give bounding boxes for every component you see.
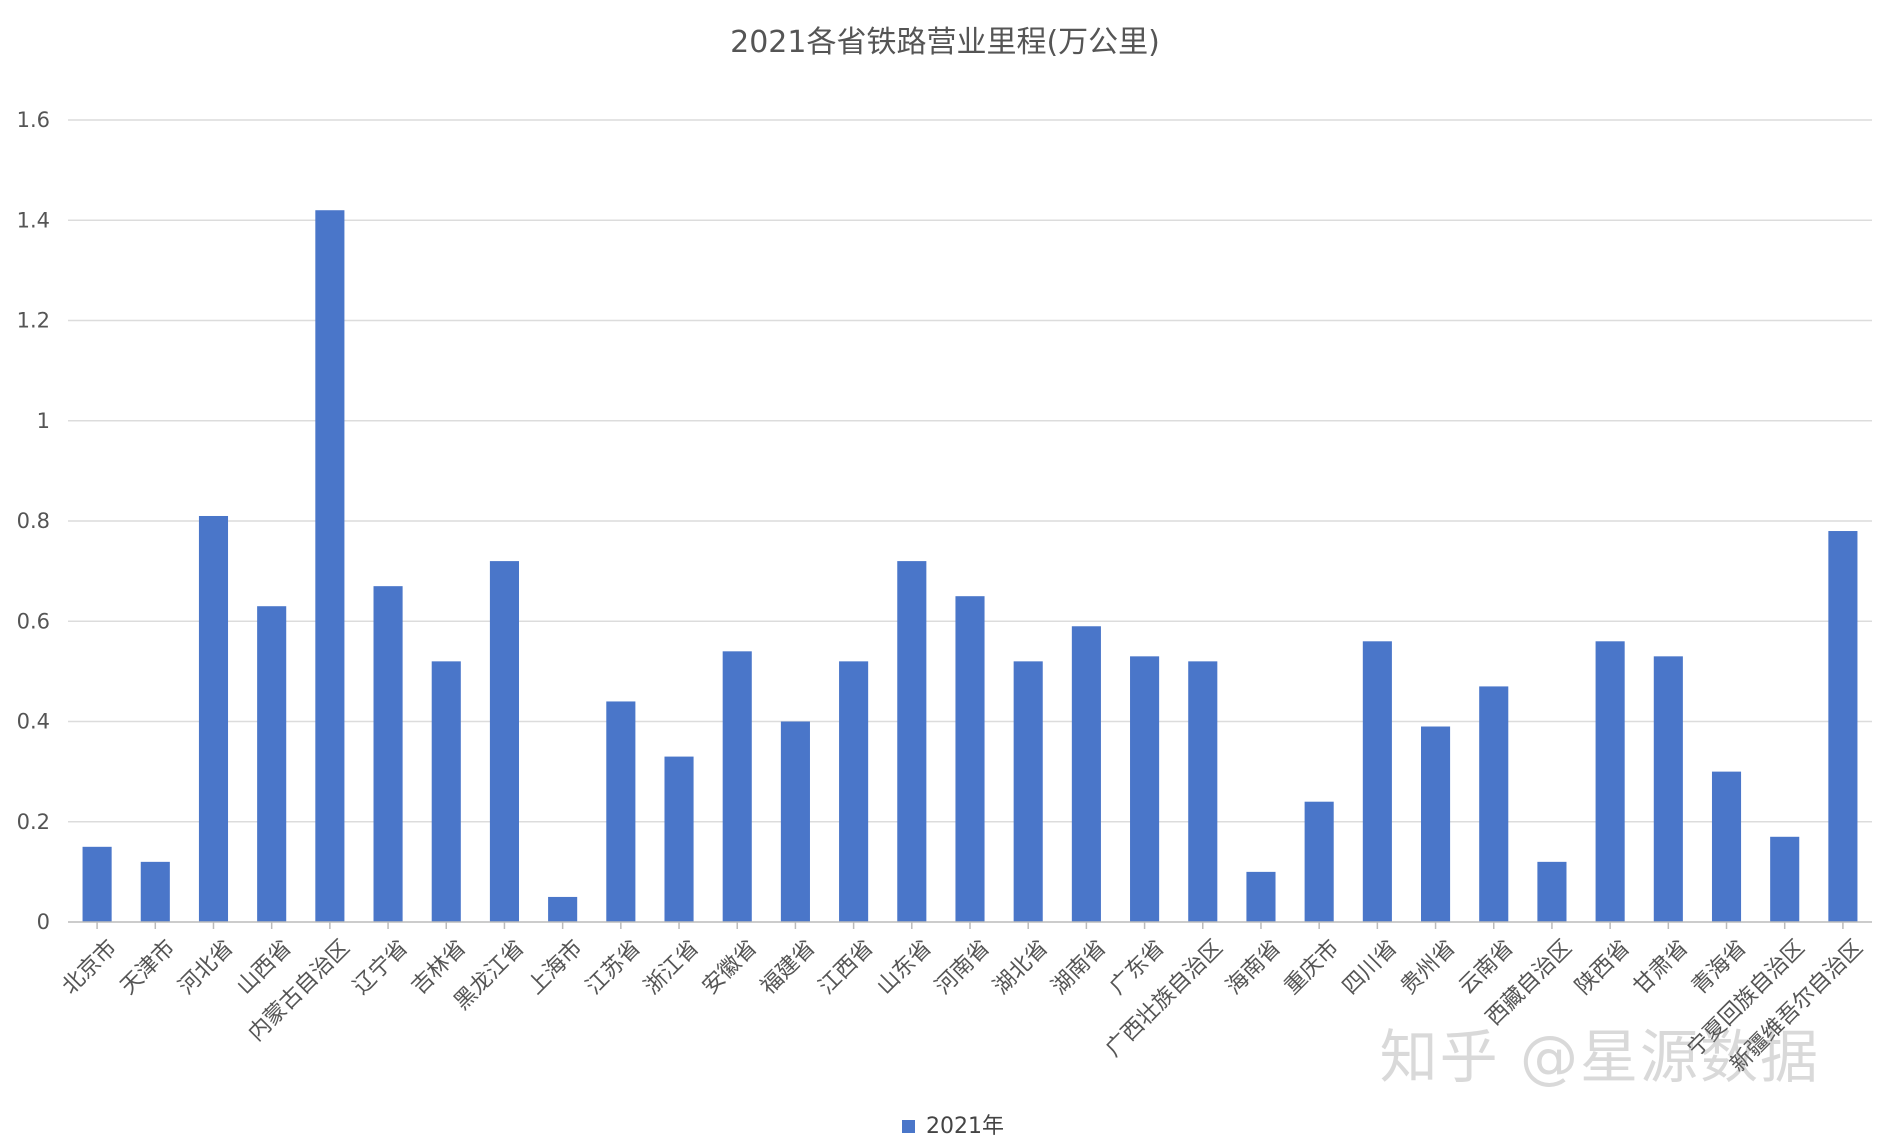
y-tick-label: 0.8: [17, 509, 50, 533]
x-tick-label: 海南省: [1222, 935, 1286, 999]
bar[interactable]: [1071, 626, 1101, 922]
watermark: 知乎 @星源数据: [1379, 1023, 1820, 1091]
bar[interactable]: [1770, 836, 1800, 922]
bar[interactable]: [1479, 686, 1509, 922]
legend[interactable]: 2021年: [902, 1114, 1004, 1139]
x-tick-label: 浙江省: [640, 935, 704, 999]
chart-title: 2021各省铁路营业里程(万公里): [730, 25, 1160, 60]
x-tick-label: 河北省: [174, 935, 238, 999]
bar[interactable]: [198, 515, 229, 922]
bar[interactable]: [1595, 641, 1625, 922]
bar[interactable]: [1711, 771, 1742, 922]
bar[interactable]: [489, 561, 519, 922]
bar[interactable]: [1421, 726, 1451, 922]
x-tick-label: 湖南省: [1047, 935, 1111, 999]
bar[interactable]: [373, 586, 403, 922]
x-tick-label: 四川省: [1338, 935, 1402, 999]
x-tick-label: 内蒙古自治区: [244, 935, 355, 1046]
x-tick-label: 安徽省: [698, 935, 762, 999]
y-tick-label: 0.4: [17, 710, 50, 734]
x-tick-label: 贵州省: [1396, 935, 1460, 999]
x-tick-label: 福建省: [756, 935, 820, 999]
y-tick-label: 1: [37, 409, 50, 433]
y-tick-label: 0: [37, 910, 50, 934]
bar[interactable]: [839, 661, 869, 922]
bar[interactable]: [257, 606, 287, 922]
bar[interactable]: [431, 661, 461, 922]
x-tick-label: 天津市: [116, 935, 180, 999]
x-tick-label: 北京市: [58, 935, 122, 999]
bar[interactable]: [1828, 531, 1858, 922]
bar[interactable]: [548, 896, 578, 922]
x-tick-label: 上海市: [523, 935, 587, 999]
bar[interactable]: [1188, 661, 1218, 922]
bar[interactable]: [315, 210, 345, 923]
x-tick-label: 江西省: [814, 935, 878, 999]
bar[interactable]: [606, 701, 636, 922]
bar[interactable]: [897, 561, 927, 922]
x-tick-label: 陕西省: [1571, 935, 1635, 999]
x-tick-label: 江苏省: [581, 935, 645, 999]
y-tick-label: 0.2: [17, 810, 50, 834]
bar[interactable]: [1304, 801, 1334, 922]
bar[interactable]: [1130, 656, 1160, 922]
x-tick-label: 辽宁省: [349, 935, 413, 999]
bar[interactable]: [1246, 871, 1276, 922]
x-tick-label: 重庆市: [1280, 935, 1344, 999]
bar[interactable]: [82, 846, 112, 922]
bar[interactable]: [664, 756, 694, 922]
x-tick-label: 湖北省: [989, 935, 1053, 999]
bars: [82, 210, 1858, 923]
bar[interactable]: [1362, 641, 1392, 922]
y-axis-ticks: 0 0.2 0.4 0.6 0.8 1 1.2 1.4 1.6: [17, 108, 50, 934]
legend-swatch: [902, 1120, 915, 1133]
bar[interactable]: [140, 861, 170, 922]
y-tick-label: 1.4: [17, 208, 50, 232]
bar[interactable]: [1653, 656, 1683, 922]
legend-label: 2021年: [926, 1114, 1004, 1139]
bar[interactable]: [1537, 861, 1567, 922]
x-tick-label: 河南省: [931, 935, 995, 999]
bar[interactable]: [1013, 661, 1043, 922]
bar[interactable]: [955, 596, 985, 922]
x-tick-label: 甘肃省: [1629, 935, 1693, 999]
x-tick-label: 山东省: [872, 935, 936, 999]
y-tick-label: 0.6: [17, 609, 50, 633]
bar[interactable]: [780, 721, 810, 923]
y-tick-label: 1.2: [17, 309, 50, 333]
y-tick-label: 1.6: [17, 108, 50, 132]
bar[interactable]: [722, 651, 752, 922]
